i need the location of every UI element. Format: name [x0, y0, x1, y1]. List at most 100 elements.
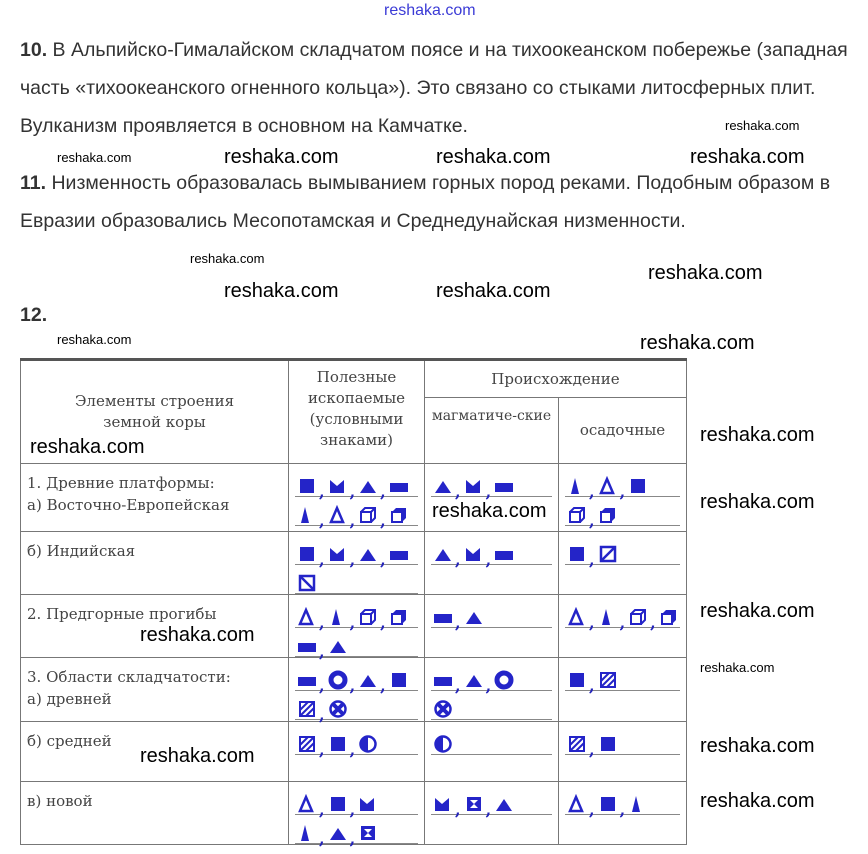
comma-separator: ,: [380, 676, 386, 695]
answer-text: В Альпийско-Гималайском складчатом поясе…: [20, 39, 848, 137]
table-row: 1. Древние платформы: а) Восточно-Европе…: [20, 463, 687, 532]
watermark[interactable]: reshaka.com: [436, 146, 551, 168]
cube-outline-icon: [358, 505, 378, 525]
cube-outline-icon: [358, 607, 378, 627]
comma-separator: ,: [650, 613, 656, 632]
comma-separator: ,: [455, 482, 461, 501]
magmatic-cell: ,,: [424, 657, 559, 722]
comma-separator: ,: [319, 740, 325, 759]
comma-separator: ,: [455, 676, 461, 695]
bar-icon: [494, 476, 514, 496]
table-row: в) новой,,,,,,,,: [20, 781, 687, 848]
symbol-line: ,,: [295, 815, 418, 848]
symbol-line: ,: [565, 497, 680, 529]
bar-icon: [297, 670, 317, 690]
comma-separator: ,: [455, 613, 461, 632]
watermark[interactable]: reshaka.com: [140, 745, 255, 767]
watermark[interactable]: reshaka.com: [224, 146, 339, 168]
comma-separator: ,: [485, 482, 492, 501]
watermark[interactable]: reshaka.com: [640, 332, 755, 354]
answer-text: Низменность образовалась вымыванием горн…: [20, 172, 831, 232]
watermark[interactable]: reshaka.com: [690, 146, 805, 168]
circle-cross-icon: [328, 699, 348, 719]
watermark[interactable]: reshaka.com: [700, 660, 775, 675]
table-row: б) средней,,,: [20, 721, 687, 782]
hatched-square-icon: [567, 734, 587, 754]
watermark[interactable]: reshaka.com: [57, 150, 132, 165]
bar-icon: [389, 476, 409, 496]
watermark[interactable]: reshaka.com: [30, 436, 145, 458]
minerals-cell: ,,,,: [288, 594, 425, 660]
header-text: Полезные ископаемые (условными знаками): [307, 368, 406, 449]
symbol-line: ,,: [565, 786, 680, 818]
watermark[interactable]: reshaka.com: [700, 491, 815, 513]
outline-triangle-icon: [297, 793, 317, 814]
bar-icon: [389, 544, 409, 564]
watermark[interactable]: reshaka.com: [140, 624, 255, 646]
comma-separator: ,: [455, 800, 461, 819]
symbol-line: ,,,: [295, 662, 418, 695]
comma-separator: ,: [349, 829, 356, 848]
watermark[interactable]: reshaka.com: [432, 500, 547, 522]
row-label: в) новой: [20, 781, 289, 845]
tall-triangle-icon: [598, 607, 618, 627]
bar-icon: [433, 670, 453, 690]
square-icon: [328, 794, 348, 814]
triangle-icon: [494, 794, 514, 814]
outline-triangle-icon: [598, 475, 618, 496]
watermark[interactable]: reshaka.com: [725, 118, 800, 133]
triangle-icon: [464, 607, 484, 627]
comma-separator: ,: [380, 482, 386, 501]
magmatic-cell: [424, 721, 559, 782]
outline-triangle-icon: [567, 606, 587, 627]
minerals-cell: ,,,,: [288, 657, 425, 724]
watermark[interactable]: reshaka.com: [700, 735, 815, 757]
table-row: 2. Предгорные прогибы,,,,,,,,: [20, 594, 687, 660]
watermark[interactable]: reshaka.com: [700, 790, 815, 812]
ring-icon: [328, 670, 348, 690]
triangle-icon: [358, 670, 378, 690]
watermark-top[interactable]: reshaka.com: [384, 2, 476, 19]
triangle-icon: [328, 823, 348, 843]
watermark[interactable]: reshaka.com: [700, 424, 815, 446]
crown-icon: [464, 476, 484, 496]
symbol-line: ,: [565, 662, 680, 694]
symbol-line: ,,: [431, 536, 552, 569]
comma-separator: ,: [619, 482, 626, 501]
magmatic-cell: ,,: [424, 781, 559, 845]
minerals-cell: ,,: [288, 721, 425, 782]
sedimentary-cell: ,,: [558, 781, 687, 845]
watermark[interactable]: reshaka.com: [436, 280, 551, 302]
watermark[interactable]: reshaka.com: [224, 280, 339, 302]
sedimentary-cell: ,,,: [558, 594, 687, 658]
symbol-line: ,,,: [295, 536, 418, 569]
crown-icon: [328, 544, 348, 564]
comma-separator: ,: [485, 676, 492, 695]
hatched-square-icon: [297, 699, 317, 719]
comma-separator: ,: [319, 676, 325, 695]
tall-triangle-icon: [567, 476, 587, 496]
comma-separator: ,: [319, 705, 325, 724]
comma-separator: ,: [349, 740, 356, 759]
cube-filled-icon: [389, 607, 409, 627]
comma-separator: ,: [349, 550, 356, 569]
header-origin: Происхождение: [424, 358, 687, 398]
comma-separator: ,: [455, 550, 461, 569]
watermark[interactable]: reshaka.com: [700, 600, 815, 622]
hatched-square-icon: [598, 670, 618, 690]
watermark[interactable]: reshaka.com: [57, 332, 132, 347]
square-icon: [567, 544, 587, 564]
watermark[interactable]: reshaka.com: [190, 251, 265, 266]
comma-separator: ,: [349, 482, 356, 501]
outline-triangle-icon: [328, 504, 348, 525]
minerals-cell: ,,,,: [288, 781, 425, 848]
cube-outline-icon: [567, 505, 587, 525]
comma-separator: ,: [589, 740, 595, 759]
watermark[interactable]: reshaka.com: [648, 262, 763, 284]
header-text: магматиче-ские: [431, 408, 552, 424]
triangle-icon: [358, 544, 378, 564]
symbol-line: ,: [295, 628, 418, 660]
square-icon: [328, 734, 348, 754]
comma-separator: ,: [349, 676, 356, 695]
row-label: б) Индийская: [20, 531, 289, 595]
